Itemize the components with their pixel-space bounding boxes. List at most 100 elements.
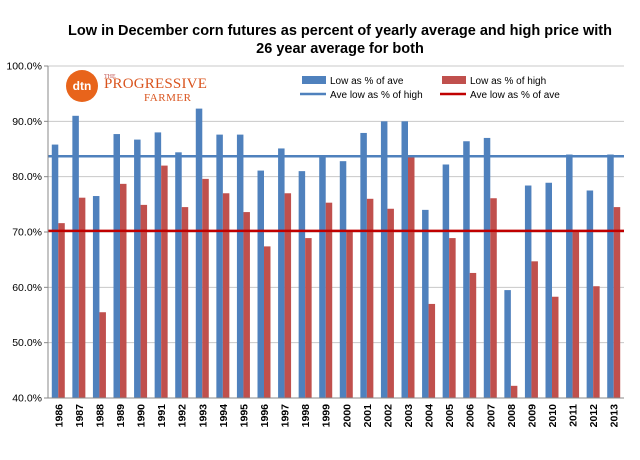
bar-low-of-high: [593, 286, 600, 398]
bar-low-of-ave: [216, 134, 223, 398]
x-tick-label: 2011: [568, 404, 580, 427]
bar-low-of-ave: [442, 164, 450, 398]
bar-low-of-ave: [298, 171, 306, 398]
bar-low-of-ave: [401, 121, 408, 398]
dtn-progressive-farmer-logo: dtn THE PROGRESSIVE FARMER: [66, 70, 226, 106]
bar-low-of-ave: [339, 161, 347, 398]
x-tick-label: 1990: [136, 404, 148, 428]
x-tick-label: 1992: [177, 404, 189, 428]
bar-low-of-ave: [175, 152, 182, 398]
x-tick-label: 1999: [321, 404, 333, 428]
bar-low-of-ave: [607, 154, 614, 398]
bar-low-of-high: [408, 157, 415, 398]
logo-progressive: PROGRESSIVE: [104, 76, 208, 92]
y-tick-label: 50.0%: [12, 337, 42, 349]
x-tick-label: 1986: [53, 404, 65, 428]
bar-low-of-high: [552, 296, 559, 398]
x-tick-label: 1991: [156, 404, 168, 428]
bar-low-of-ave: [360, 132, 367, 398]
bar-low-of-ave: [524, 185, 532, 398]
bar-low-of-ave: [92, 196, 100, 398]
bar-low-of-high: [449, 238, 456, 398]
y-tick-label: 100.0%: [6, 61, 42, 73]
x-tick-label: 2000: [341, 404, 353, 428]
x-tick-label: 2009: [526, 404, 538, 428]
bar-low-of-ave: [586, 190, 594, 398]
bar-low-of-high: [325, 202, 333, 398]
bars: [51, 108, 621, 399]
bar-low-of-high: [58, 223, 65, 398]
bar-low-of-ave: [380, 121, 388, 398]
bar-low-of-ave: [483, 137, 491, 398]
bar-low-of-ave: [566, 154, 573, 398]
legend-ave-low-of-ave-label: Ave low as % of ave: [470, 90, 560, 101]
x-tick-label: 2010: [547, 404, 559, 428]
chart-title: Low in December corn futures as percent …: [68, 23, 612, 57]
legend-low-of-high-swatch: [442, 76, 466, 84]
x-tick-label: 1996: [259, 404, 271, 428]
x-tick-label: 1997: [280, 404, 292, 428]
bar-low-of-ave: [319, 156, 326, 398]
bar-low-of-high: [469, 272, 477, 398]
x-tick-label: 1998: [300, 404, 312, 428]
bar-low-of-high: [613, 207, 621, 398]
x-tick-label: 1988: [94, 404, 106, 428]
y-tick-label: 60.0%: [12, 282, 42, 294]
bar-low-of-ave: [504, 290, 511, 398]
x-tick-label: 2013: [609, 404, 621, 428]
x-tick-label: 2007: [485, 404, 497, 428]
x-tick-label: 1993: [197, 404, 209, 428]
legend-low-of-ave-label: Low as % of ave: [330, 76, 404, 87]
bar-low-of-high: [572, 230, 580, 398]
logo-the: THE: [104, 74, 116, 80]
y-tick-label: 90.0%: [12, 116, 42, 128]
reference-lines: [48, 154, 624, 233]
bar-low-of-high: [264, 246, 271, 398]
bar-low-of-high: [140, 204, 148, 398]
bar-low-of-high: [387, 208, 394, 398]
bar-low-of-ave: [134, 139, 141, 399]
y-tick-label: 80.0%: [12, 171, 42, 183]
x-tick-label: 1989: [115, 404, 127, 428]
bar-low-of-ave: [154, 132, 162, 398]
bar-low-of-high: [428, 303, 436, 398]
x-tick-label: 2005: [444, 404, 456, 428]
bar-low-of-ave: [113, 134, 120, 398]
bar-low-of-high: [202, 178, 209, 398]
bar-low-of-high: [490, 198, 497, 398]
bar-low-of-high: [284, 193, 292, 398]
bar-low-of-high: [531, 261, 538, 398]
bar-low-of-high: [78, 197, 86, 398]
bar-low-of-ave: [236, 134, 244, 398]
bar-low-of-ave: [278, 148, 285, 398]
y-tick-label: 70.0%: [12, 227, 42, 239]
bar-low-of-high: [346, 230, 353, 398]
x-tick-label: 2001: [362, 404, 374, 428]
bar-low-of-ave: [422, 209, 429, 398]
bar-low-of-high: [99, 312, 106, 398]
bar-low-of-ave: [545, 182, 552, 398]
bar-low-of-high: [510, 385, 518, 398]
bar-low-of-ave: [463, 141, 470, 398]
bar-low-of-ave: [51, 144, 59, 398]
bar-low-of-ave: [195, 108, 203, 399]
logo-farmer: FARMER: [144, 92, 192, 104]
axes: 40.0% 50.0% 60.0% 70.0% 80.0% 90.0% 100.0% 1986…: [6, 61, 624, 428]
legend-ave-low-of-high-label: Ave low as % of high: [330, 90, 423, 101]
x-tick-label: 2002: [382, 404, 394, 428]
legend-low-of-ave-swatch: [302, 76, 326, 84]
bar-low-of-ave: [257, 170, 264, 398]
bar-low-of-high: [161, 165, 168, 398]
x-tick-label: 2008: [506, 404, 518, 428]
x-tick-label: 2004: [424, 404, 436, 428]
bar-low-of-high: [305, 238, 312, 398]
dtn-logo-mark: dtn: [66, 70, 98, 102]
x-tick-label: 2012: [588, 404, 600, 428]
x-tick-label: 1994: [218, 404, 230, 428]
bar-low-of-high: [366, 198, 374, 398]
bar-low-of-high: [222, 193, 230, 398]
x-tick-label: 1995: [238, 404, 250, 428]
y-tick-label: 40.0%: [12, 393, 42, 405]
x-tick-label: 2003: [403, 404, 415, 428]
